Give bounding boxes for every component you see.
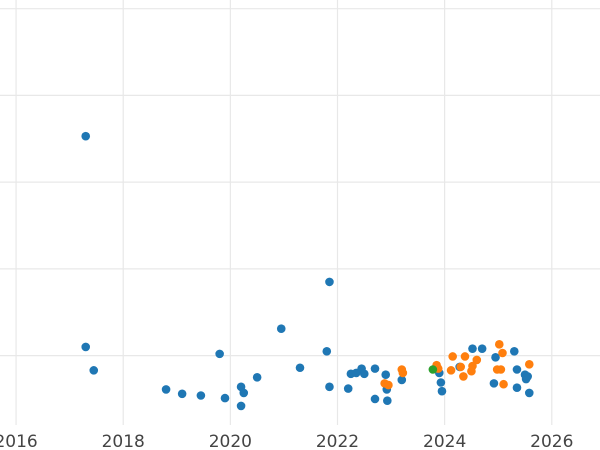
data-point: [177, 389, 187, 399]
data-point: [398, 368, 408, 378]
data-point: [524, 388, 534, 398]
data-point: [276, 324, 286, 334]
data-point: [498, 348, 507, 358]
data-point: [239, 388, 249, 398]
data-points: [81, 131, 534, 411]
data-point: [252, 372, 262, 382]
data-point: [383, 396, 392, 406]
data-point: [489, 379, 499, 388]
data-point: [456, 362, 466, 372]
data-point: [428, 365, 438, 374]
data-point: [499, 379, 508, 389]
data-point: [459, 372, 468, 381]
data-point: [295, 363, 305, 373]
data-point: [524, 359, 534, 369]
x-tick-label: 2024: [423, 432, 466, 450]
data-point: [236, 401, 246, 411]
data-point: [512, 383, 522, 393]
data-point: [468, 344, 477, 353]
x-tick-label: 2016: [0, 432, 38, 450]
data-point: [496, 365, 506, 374]
data-point: [325, 382, 334, 392]
data-point: [509, 346, 519, 356]
data-point: [161, 385, 171, 394]
data-point: [437, 386, 447, 396]
data-point: [491, 353, 500, 362]
data-point: [89, 366, 99, 375]
x-tick-label: 2018: [102, 432, 145, 450]
data-point: [460, 352, 470, 361]
data-point: [446, 366, 456, 375]
x-tick-label: 2020: [209, 432, 252, 450]
data-point: [477, 344, 487, 353]
data-point: [397, 375, 407, 385]
data-point: [215, 349, 224, 359]
data-point: [81, 342, 91, 352]
data-point: [343, 384, 353, 393]
data-point: [370, 394, 380, 404]
grid: [0, 0, 600, 425]
data-point: [220, 393, 230, 403]
data-point: [325, 277, 334, 287]
x-tick-label: 2022: [316, 432, 359, 450]
data-point: [512, 365, 522, 374]
data-point: [384, 380, 393, 390]
data-point: [196, 391, 206, 400]
data-point: [81, 131, 91, 141]
data-point: [523, 372, 532, 381]
data-point: [322, 346, 332, 356]
data-point: [494, 340, 504, 349]
data-point: [436, 378, 446, 387]
data-point: [381, 370, 391, 379]
x-axis-ticks: 2016 2018 2020 2022 2024 2026: [0, 432, 573, 450]
data-point: [468, 361, 477, 371]
x-tick-label: 2026: [530, 432, 573, 450]
data-point: [472, 355, 482, 365]
data-point: [448, 352, 457, 361]
data-point: [359, 369, 369, 379]
data-point: [370, 364, 380, 373]
